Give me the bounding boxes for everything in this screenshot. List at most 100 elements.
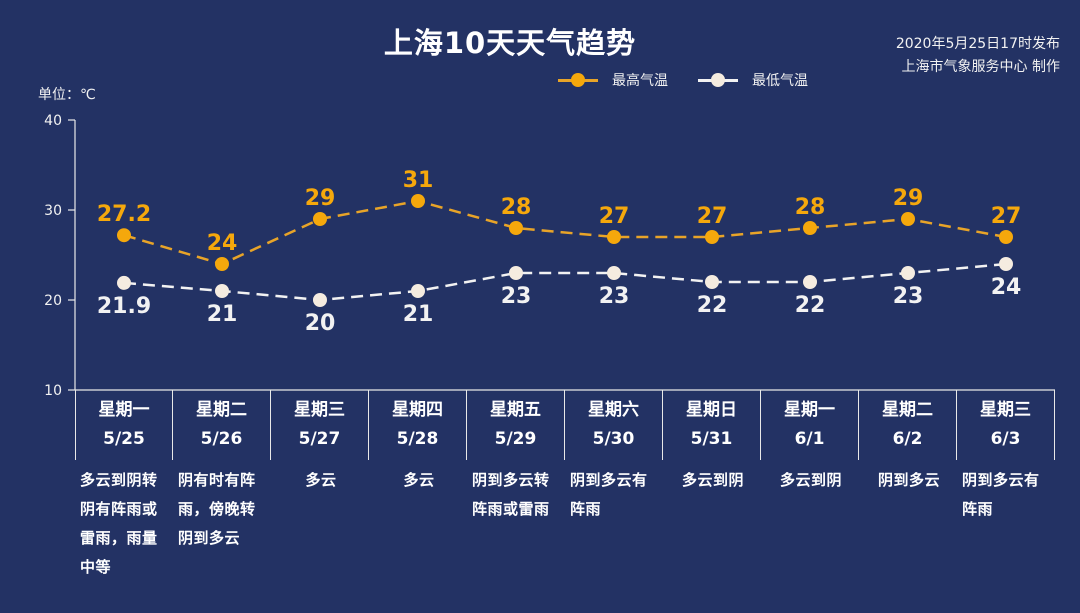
issued-time: 2020年5月25日17时发布 [895,36,1060,52]
day-column: 星期日 5/31 多云到阴 [663,390,761,582]
low-temp-line [123,262,1007,302]
high-temp-line [123,199,1007,266]
low-temp-label: 23 [893,284,924,309]
low-temp-label: 21 [207,302,238,327]
date-label: 6/2 [892,429,923,449]
high-temp-point[interactable] [999,230,1013,244]
low-temp-point[interactable] [901,266,915,280]
producer: 上海市气象服务中心 制作 [901,59,1060,75]
y-tick-40: 40 [44,113,62,129]
high-temp-point[interactable] [607,230,621,244]
weather-description: 阴到多云有阵雨 [570,471,648,518]
weather-description: 阴到多云 [877,471,940,489]
low-temp-point[interactable] [215,284,229,298]
high-temp-label: 24 [207,231,238,256]
date-label: 5/27 [298,429,341,449]
legend-item-low[interactable]: 最低气温 [698,70,808,90]
high-temp-label: 27 [991,204,1022,229]
y-axis: 40 30 20 10 [44,113,1055,399]
weather-description: 多云 [403,471,435,489]
day-header: 星期三 5/27 [271,390,369,460]
date-label: 5/30 [592,429,635,449]
day-column: 星期二 6/2 阴到多云 [859,390,957,582]
low-temp-label: 22 [795,293,826,318]
day-header: 星期一 6/1 [761,390,859,460]
high-temp-point[interactable] [705,230,719,244]
low-temp-label: 21 [403,302,434,327]
day-header: 星期五 5/29 [467,390,565,460]
weekday-label: 星期二 [882,400,933,420]
weather-description: 多云 [305,471,337,489]
high-temp-point[interactable] [215,257,229,271]
date-label: 6/3 [990,429,1021,449]
low-temp-marker-icon [698,72,738,88]
weekday-label: 星期三 [294,400,345,420]
weather-description: 阴有时有阵雨，傍晚转阴到多云 [178,471,256,547]
date-label: 5/31 [690,429,733,449]
day-column: 星期五 5/29 阴到多云转阵雨或雷雨 [467,390,565,582]
low-temp-point[interactable] [117,275,131,290]
day-column: 星期六 5/30 阴到多云有阵雨 [565,390,663,582]
unit-label: 单位：℃ [38,87,96,103]
date-label: 5/28 [396,429,439,449]
low-temp-label: 23 [501,284,532,309]
day-table: 星期一 5/25 多云到阴转阴有阵雨或雷雨，雨量中等 星期二 5/26 阴有时有阵雨，傍晚… [75,390,1055,582]
low-temp-point[interactable] [999,257,1013,271]
weekday-label: 星期六 [588,400,639,420]
day-header: 星期二 5/26 [173,390,271,460]
low-temp-point[interactable] [509,266,523,280]
weekday-label: 星期一 [784,400,835,420]
day-header: 星期日 5/31 [663,390,761,460]
high-temp-point[interactable] [313,212,327,226]
weather-description: 阴到多云有阵雨 [962,471,1040,518]
series-layer: 27.2 24 29 31 28 27 27 28 29 27 21.9 21 20 21 23 23 22 22… [97,168,1021,336]
day-header: 星期四 5/28 [369,390,467,460]
day-column: 星期一 5/25 多云到阴转阴有阵雨或雷雨，雨量中等 [75,390,173,582]
high-temp-point[interactable] [411,194,425,208]
high-temp-label: 28 [501,195,532,220]
date-label: 6/1 [794,429,825,449]
y-tick-10: 10 [44,383,62,399]
low-temp-point[interactable] [705,275,719,289]
high-temp-label: 29 [305,186,336,211]
day-header: 星期六 5/30 [565,390,663,460]
date-label: 5/26 [200,429,243,449]
low-temp-point[interactable] [607,266,621,280]
high-temp-point[interactable] [901,212,915,226]
high-temp-label: 27 [697,204,728,229]
day-column: 星期一 6/1 多云到阴 [761,390,859,582]
issuer-info: 2020年5月25日17时发布 上海市气象服务中心 制作 [896,33,1060,79]
high-temp-point[interactable] [509,221,523,235]
high-temp-label: 27 [599,204,630,229]
low-temp-point[interactable] [313,293,327,307]
weekday-label: 星期一 [98,400,150,420]
day-header: 星期二 6/2 [859,390,957,460]
weekday-label: 星期二 [196,400,247,420]
date-label: 5/25 [103,429,145,449]
date-label: 5/29 [494,429,537,449]
low-temp-label: 20 [305,311,336,336]
high-temp-label: 28 [795,195,826,220]
weekday-label: 星期日 [686,400,737,420]
day-column: 星期二 5/26 阴有时有阵雨，傍晚转阴到多云 [173,390,271,582]
legend-label-low: 最低气温 [752,73,808,89]
high-temp-label: 29 [893,186,924,211]
high-temp-label: 31 [403,168,434,193]
page-title: 上海10天天气趋势 [383,26,637,60]
weather-description: 多云到阴转阴有阵雨或雷雨，雨量中等 [80,471,158,576]
low-temp-point[interactable] [803,275,817,289]
y-tick-30: 30 [44,203,62,219]
day-header: 星期三 6/3 [957,390,1055,460]
high-temp-point[interactable] [117,228,131,243]
high-temp-marker-icon [558,72,598,88]
low-temp-label: 23 [599,284,630,309]
weekday-label: 星期三 [980,400,1031,420]
legend-item-high[interactable]: 最高气温 [558,70,668,90]
high-temp-point[interactable] [803,221,817,235]
legend-label-high: 最高气温 [612,73,668,89]
day-column: 星期三 5/27 多云 [271,390,369,582]
low-temp-label: 22 [697,293,728,318]
y-tick-20: 20 [44,293,62,309]
low-temp-point[interactable] [411,284,425,298]
